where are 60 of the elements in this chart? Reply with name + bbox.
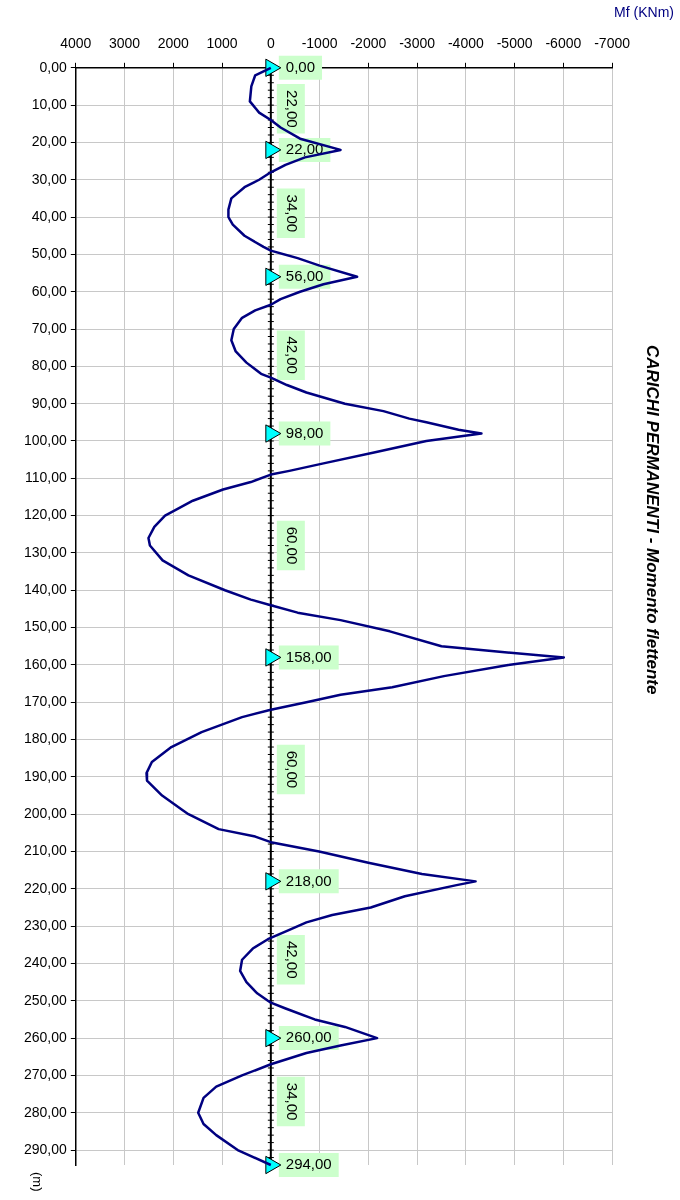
y-tick-label: 160,00 (23, 655, 68, 672)
y-tick-label: 110,00 (25, 469, 68, 486)
y-tick-label: 260,00 (23, 1028, 68, 1045)
y-tick-label: 170,00 (23, 693, 68, 710)
y-tick-label: 10,00 (31, 95, 68, 112)
x-tick-label: 1000 (206, 35, 238, 52)
y-tick-label: 180,00 (23, 730, 68, 747)
annotation: 218,00 (285, 871, 332, 889)
y-tick-label: 150,00 (23, 618, 68, 635)
x-tick-label: -5000 (496, 35, 533, 52)
y-tick-label: 100,00 (23, 431, 68, 448)
y-tick-label: 240,00 (23, 954, 68, 971)
y-tick-label: 80,00 (31, 357, 68, 374)
y-tick-label: 210,00 (23, 842, 68, 859)
y-tick-label: 270,00 (23, 1066, 68, 1083)
annotation: 22,00 (285, 140, 324, 158)
annotation: 42,00 (283, 940, 301, 979)
annotation: 260,00 (285, 1028, 332, 1046)
y-tick-label: 60,00 (31, 282, 68, 299)
y-tick-label: 20,00 (31, 133, 68, 150)
annotation: 158,00 (285, 647, 332, 665)
y-tick-label: 290,00 (23, 1140, 68, 1157)
y-tick-label: 190,00 (23, 767, 68, 784)
y-tick-label: 220,00 (23, 879, 68, 896)
annotation: 42,00 (283, 336, 301, 374)
x-tick-label: -6000 (545, 35, 582, 52)
y-axis-title: (m) (30, 1172, 45, 1192)
x-tick-label: 3000 (108, 35, 141, 52)
x-tick-label: -3000 (399, 35, 436, 52)
x-axis-title: Mf (KNm) (614, 4, 674, 20)
x-tick-label: -4000 (447, 35, 484, 52)
x-tick-label: -2000 (350, 35, 387, 52)
annotation: 60,00 (283, 750, 301, 789)
y-tick-label: 50,00 (31, 245, 68, 262)
y-tick-label: 40,00 (31, 207, 68, 224)
y-tick-label: 250,00 (23, 991, 68, 1008)
y-tick-label: 130,00 (23, 543, 68, 560)
annotation: 34,00 (283, 1082, 301, 1121)
x-tick-label: 4000 (60, 35, 92, 52)
y-tick-label: 230,00 (23, 917, 68, 934)
annotation: 98,00 (285, 423, 324, 441)
text: CARICHI PERMANENTI - Momento flettente (642, 345, 662, 695)
y-tick-label: 280,00 (23, 1103, 68, 1120)
x-tick-label: -7000 (594, 35, 631, 52)
annotation: 34,00 (283, 194, 301, 233)
y-tick-label: 30,00 (31, 170, 68, 187)
x-tick-label: 0 (266, 35, 275, 52)
x-tick-label: -1000 (301, 35, 338, 52)
annotation: 22,00 (283, 90, 301, 128)
y-tick-label: 140,00 (23, 581, 68, 598)
annotation: 60,00 (283, 526, 301, 565)
x-tick-label: 2000 (157, 35, 190, 52)
annotation: 0,00 (285, 57, 316, 75)
annotation: 56,00 (285, 266, 324, 284)
y-tick-label: 120,00 (23, 506, 68, 523)
y-tick-label: 90,00 (31, 394, 68, 411)
y-tick-label: 200,00 (23, 805, 68, 822)
annotation: 294,00 (285, 1155, 332, 1173)
y-tick-label: 0,00 (39, 58, 68, 75)
y-tick-label: 70,00 (31, 319, 68, 336)
